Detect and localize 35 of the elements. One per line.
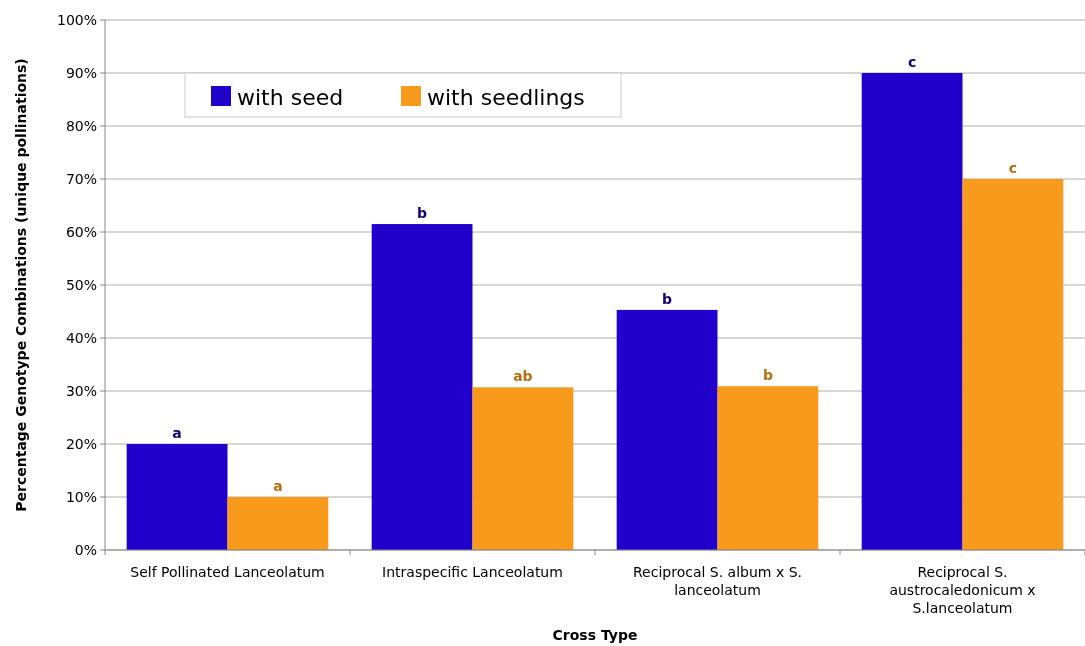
x-tick-label: Reciprocal S. austrocaledonicum x S.lanceolatum [889, 564, 1036, 616]
bar [126, 444, 228, 550]
bar [472, 387, 574, 550]
data-label: a [172, 425, 182, 441]
y-tick-label: 60% [65, 223, 97, 240]
y-tick-label: 50% [65, 276, 97, 293]
bar [616, 309, 718, 550]
legend-label: with seed [237, 84, 344, 110]
x-tick-label: Reciprocal S. album x S. lanceolatum [633, 564, 802, 598]
bar [861, 73, 963, 550]
y-tick-label: 0% [74, 541, 97, 558]
data-label: c [907, 54, 917, 70]
x-tick-label: Self Pollinated Lanceolatum [130, 564, 325, 580]
y-tick-label: 80% [65, 117, 97, 134]
data-label: c [1008, 160, 1018, 176]
bar [227, 497, 329, 550]
y-tick-label: 10% [65, 488, 97, 505]
y-tick-label: 90% [65, 64, 97, 81]
data-label: a [273, 478, 283, 494]
bar [717, 386, 819, 550]
bar [371, 224, 473, 550]
data-label: b [417, 205, 428, 222]
x-tick-label: Intraspecific Lanceolatum [382, 564, 563, 580]
data-label: b [762, 367, 773, 384]
data-label: b [662, 290, 673, 307]
legend-label: with seedlings [427, 84, 585, 110]
y-tick-label: 40% [65, 329, 97, 346]
y-tick-label: 20% [65, 435, 97, 452]
y-axis-title: Percentage Genotype Combinations (unique pollinations) [13, 58, 29, 512]
bar [962, 179, 1064, 550]
x-axis-title: Cross Type [552, 627, 638, 643]
data-label: ab [513, 368, 533, 385]
y-tick-label: 100% [56, 11, 97, 28]
y-tick-label: 70% [65, 170, 97, 187]
y-tick-label: 30% [65, 382, 97, 399]
